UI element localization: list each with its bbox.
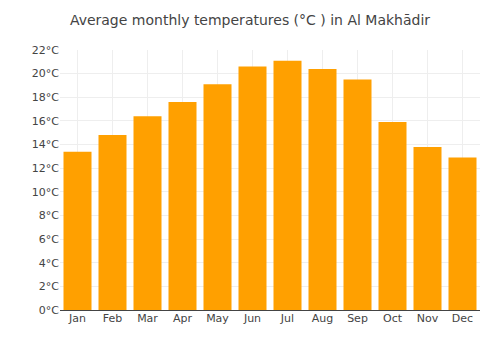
svg-text:10°C: 10°C <box>32 186 59 199</box>
svg-text:6°C: 6°C <box>39 233 59 246</box>
svg-text:Mar: Mar <box>137 312 158 325</box>
svg-text:20°C: 20°C <box>32 67 59 80</box>
svg-text:12°C: 12°C <box>32 162 59 175</box>
svg-text:0°C: 0°C <box>39 304 59 317</box>
svg-text:4°C: 4°C <box>39 257 59 270</box>
svg-text:Dec: Dec <box>452 312 473 325</box>
svg-text:Oct: Oct <box>383 312 403 325</box>
svg-text:22°C: 22°C <box>32 44 59 57</box>
svg-text:Jul: Jul <box>280 312 294 325</box>
svg-text:Sep: Sep <box>347 312 368 325</box>
svg-text:Jun: Jun <box>243 312 261 325</box>
svg-text:Feb: Feb <box>103 312 122 325</box>
svg-text:2°C: 2°C <box>39 280 59 293</box>
svg-text:Nov: Nov <box>417 312 439 325</box>
svg-text:Aug: Aug <box>312 312 333 325</box>
svg-text:14°C: 14°C <box>32 138 59 151</box>
svg-text:Apr: Apr <box>173 312 193 325</box>
svg-text:May: May <box>206 312 229 325</box>
svg-text:Jan: Jan <box>68 312 86 325</box>
svg-text:16°C: 16°C <box>32 115 59 128</box>
svg-text:18°C: 18°C <box>32 91 59 104</box>
svg-text:Average monthly temperatures (: Average monthly temperatures (°C ) in Al… <box>70 12 430 28</box>
svg-text:8°C: 8°C <box>39 209 59 222</box>
